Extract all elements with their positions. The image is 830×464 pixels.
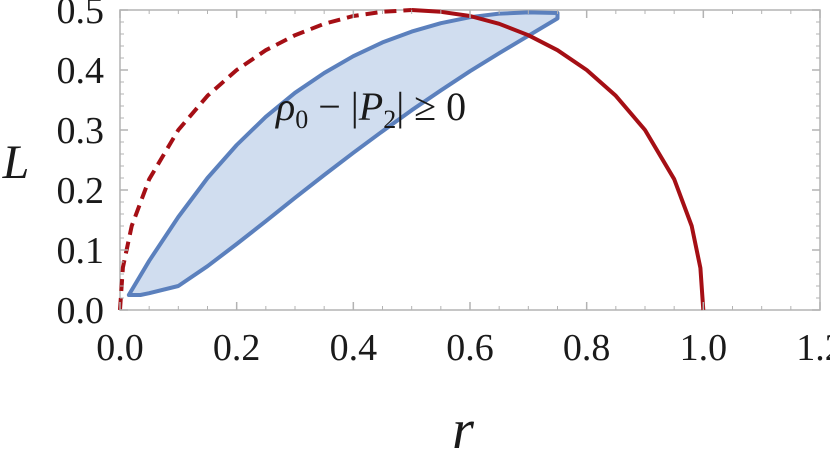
annotation-sub0: 0	[295, 105, 308, 134]
x-tick-label: 0.2	[213, 327, 261, 369]
y-tick-label: 0.1	[57, 230, 105, 272]
annotation-prefix: ρ	[274, 84, 295, 129]
y-tick-label: 0.5	[57, 0, 105, 32]
annotation-p: P	[358, 84, 383, 129]
y-tick-label: 0.0	[57, 290, 105, 332]
feasible-region-area	[126, 10, 560, 297]
annotation-suffix: | ≥ 0	[396, 84, 466, 129]
x-tick-label: 0.6	[446, 327, 494, 369]
annotation-label: ρ0 − |P2| ≥ 0	[274, 84, 466, 134]
y-tick-label: 0.4	[57, 50, 105, 92]
y-tick-label: 0.3	[57, 110, 105, 152]
region-layer	[126, 10, 560, 297]
x-tick-label: 1.2	[796, 327, 830, 369]
x-tick-label: 1.0	[680, 327, 728, 369]
annotation-middle: − |	[308, 84, 359, 129]
x-axis-label: r	[452, 399, 474, 461]
x-tick-label: 0.4	[330, 327, 378, 369]
annotation-sub2: 2	[383, 105, 396, 134]
y-tick-label: 0.2	[57, 170, 105, 212]
x-tick-label: 0.0	[96, 327, 144, 369]
x-tick-label: 0.8	[563, 327, 611, 369]
y-axis-label: L	[2, 136, 30, 189]
tick-layer	[119, 9, 821, 311]
